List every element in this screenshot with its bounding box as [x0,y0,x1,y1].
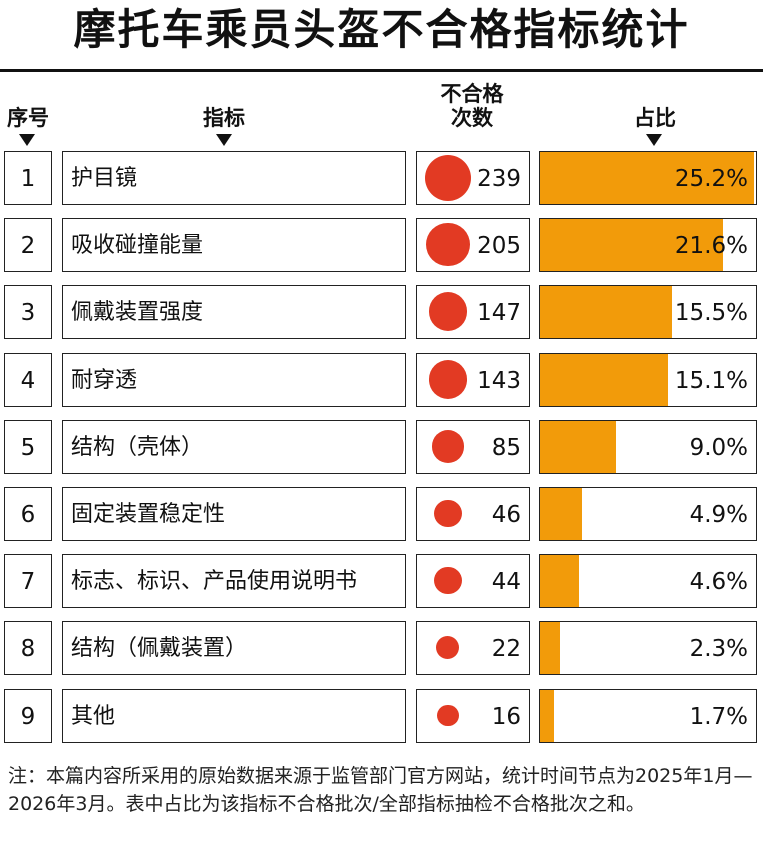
row-index: 1 [4,151,52,205]
share-value: 2.3% [689,636,748,662]
count-dot [437,704,459,727]
row-indicator-name: 固定装置稳定性 [62,487,406,541]
share-bar [540,286,672,338]
header-indicator-arrow-icon [216,134,232,146]
title-divider [0,69,763,72]
share-value: 25.2% [674,166,748,192]
share-value: 21.6% [674,233,748,259]
row-index: 2 [4,218,52,272]
count-value: 147 [477,300,521,326]
row-count-cell: 205 [416,218,530,272]
row-indicator-name: 结构（佩戴装置） [62,621,406,675]
count-dot [425,154,471,201]
row-indicator-name: 吸收碰撞能量 [62,218,406,272]
row-share-cell: 21.6% [539,218,757,272]
row-count-cell: 85 [416,420,530,474]
count-dot [428,292,468,331]
share-bar [540,555,580,607]
row-index: 8 [4,621,52,675]
row-share-cell: 9.0% [539,420,757,474]
row-indicator-name: 耐穿透 [62,353,406,407]
count-value: 22 [491,636,521,662]
header-count: 不合格次数 [440,82,504,130]
share-value: 9.0% [689,435,748,461]
share-value: 15.1% [674,368,748,394]
header-share: 占比 [634,106,676,130]
row-index: 6 [4,487,52,541]
share-bar [540,421,617,473]
count-dot [428,360,468,399]
row-count-cell: 143 [416,353,530,407]
count-dot [436,635,460,659]
count-value: 85 [491,435,521,461]
row-count-cell: 22 [416,621,530,675]
row-count-cell: 16 [416,689,530,743]
row-count-cell: 44 [416,554,530,608]
row-share-cell: 4.9% [539,487,757,541]
count-dot [431,430,465,463]
row-index: 7 [4,554,52,608]
row-indicator-name: 护目镜 [62,151,406,205]
row-index: 4 [4,353,52,407]
count-dot [434,566,462,595]
share-value: 15.5% [674,300,748,326]
share-bar [540,354,669,406]
share-value: 4.6% [689,569,748,595]
row-indicator-name: 佩戴装置强度 [62,285,406,339]
count-value: 239 [477,166,521,192]
count-value: 205 [477,233,521,259]
row-share-cell: 2.3% [539,621,757,675]
count-dot [434,499,462,528]
share-bar [540,690,555,742]
header-share-arrow-icon [646,134,662,146]
count-dot [426,222,470,267]
row-share-cell: 4.6% [539,554,757,608]
footnote: 注：本篇内容所采用的原始数据来源于监管部门官方网站，统计时间节点为2025年1月… [8,765,753,815]
row-share-cell: 25.2% [539,151,757,205]
header-index-arrow-icon [19,134,35,146]
count-value: 16 [491,704,521,730]
row-indicator-name: 标志、标识、产品使用说明书 [62,554,406,608]
row-share-cell: 15.5% [539,285,757,339]
count-value: 143 [477,368,521,394]
row-index: 3 [4,285,52,339]
row-share-cell: 15.1% [539,353,757,407]
share-value: 4.9% [689,502,748,528]
share-bar [540,488,582,540]
row-count-cell: 46 [416,487,530,541]
header-indicator: 指标 [203,106,245,130]
row-index: 9 [4,689,52,743]
row-indicator-name: 其他 [62,689,406,743]
row-index: 5 [4,420,52,474]
header-index: 序号 [7,106,49,130]
share-bar [540,622,560,674]
chart-title: 摩托车乘员头盔不合格指标统计 [73,5,690,54]
share-bar [540,219,724,271]
row-share-cell: 1.7% [539,689,757,743]
count-value: 44 [491,569,521,595]
share-bar [540,152,754,204]
row-count-cell: 239 [416,151,530,205]
row-count-cell: 147 [416,285,530,339]
row-indicator-name: 结构（壳体） [62,420,406,474]
count-value: 46 [491,502,521,528]
share-value: 1.7% [689,704,748,730]
